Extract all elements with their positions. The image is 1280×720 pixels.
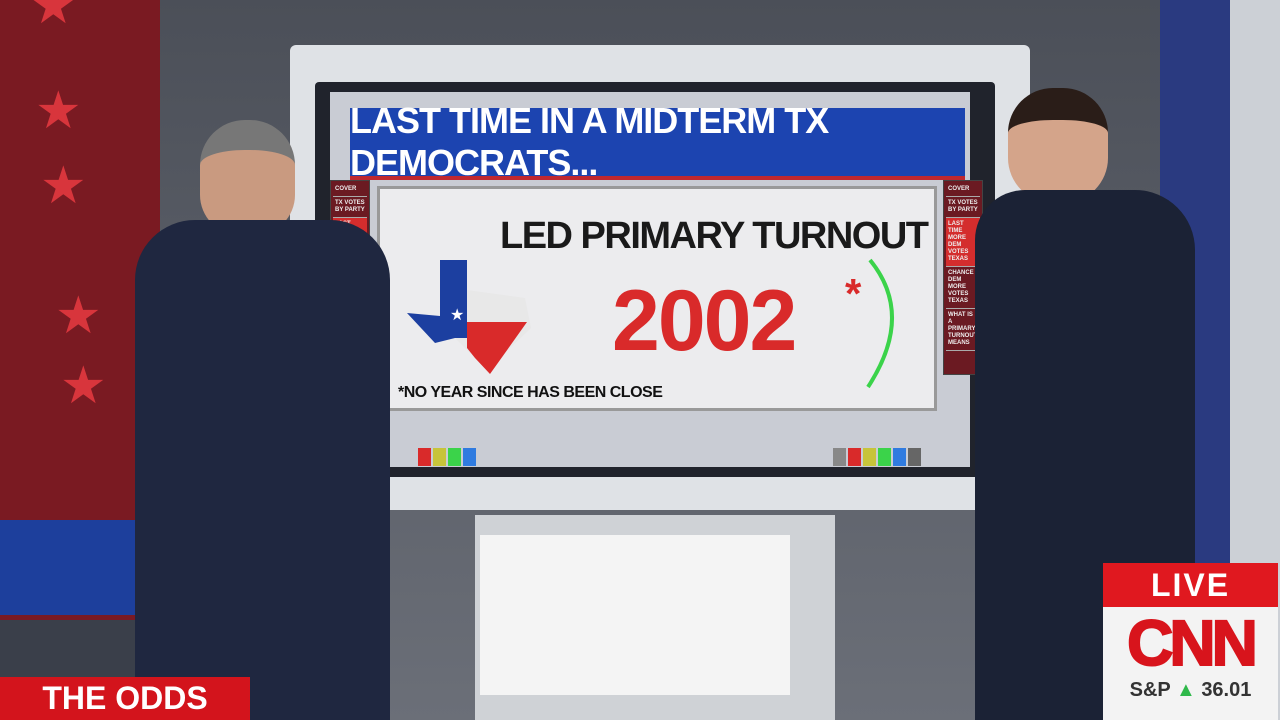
headline-banner: LAST TIME IN A MIDTERM TX DEMOCRATS...: [350, 100, 965, 183]
ticker-value: 36.01: [1201, 679, 1252, 701]
chip[interactable]: [878, 448, 891, 466]
chip[interactable]: [863, 448, 876, 466]
presenter-left-head: [200, 120, 295, 235]
cnn-logo: CNN: [1126, 606, 1259, 680]
menu-item[interactable]: COVER: [946, 183, 980, 197]
svg-text:★: ★: [450, 307, 464, 324]
menu-item[interactable]: TX VOTES BY PARTY: [333, 197, 367, 218]
studio-star-wall: ★ ★ ★ ★ ★: [0, 0, 160, 620]
ticker-label: S&P: [1129, 679, 1171, 701]
chip[interactable]: [833, 448, 846, 466]
star-icon: ★: [55, 287, 102, 345]
color-chips-left: [418, 448, 476, 466]
chip[interactable]: [908, 448, 921, 466]
triangle-up-icon: ▲: [1175, 679, 1196, 701]
cnn-live-bug: LIVE CNN S&P ▲ 36.01: [1103, 563, 1278, 720]
menu-item[interactable]: WHAT IS A PRIMARY TURNOUT MEANS: [946, 309, 980, 351]
market-ticker: S&P ▲ 36.01: [1103, 679, 1278, 702]
chip[interactable]: [418, 448, 431, 466]
star-icon: ★: [40, 157, 87, 215]
live-label: LIVE: [1103, 563, 1278, 607]
star-icon: ★: [35, 82, 82, 140]
presenter-right-head: [1008, 88, 1108, 203]
chip[interactable]: [448, 448, 461, 466]
chip[interactable]: [433, 448, 446, 466]
texas-flag-map-icon: ★: [407, 260, 531, 374]
chip[interactable]: [463, 448, 476, 466]
star-icon: ★: [60, 357, 107, 415]
presenter-left: [135, 220, 390, 720]
segment-lower-third: THE ODDS: [0, 677, 250, 720]
chip[interactable]: [848, 448, 861, 466]
menu-item-active[interactable]: LAST TIME MORE DEM VOTES TEXAS: [946, 218, 980, 267]
menu-item[interactable]: TX VOTES BY PARTY: [946, 197, 980, 218]
podium-panel: [480, 535, 790, 695]
annotation-stroke: [866, 258, 894, 389]
color-chips-right: [833, 448, 921, 466]
star-icon: ★: [30, 0, 77, 35]
year-value: 2002: [612, 273, 797, 369]
chip[interactable]: [893, 448, 906, 466]
menu-item[interactable]: CHANCE DEM MORE VOTES TEXAS: [946, 267, 980, 309]
card-title: LED PRIMARY TURNOUT: [500, 215, 929, 257]
asterisk: *: [845, 270, 862, 317]
menu-item[interactable]: COVER: [333, 183, 367, 197]
footnote: *NO YEAR SINCE HAS BEEN CLOSE: [398, 384, 663, 401]
